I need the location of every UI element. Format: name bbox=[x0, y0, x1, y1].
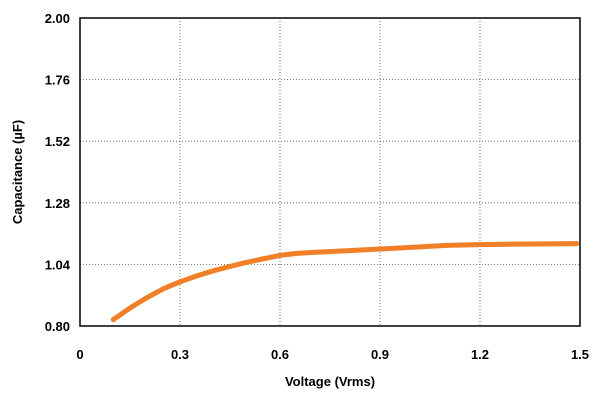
y-tick-label: 1.28 bbox=[45, 196, 70, 211]
data-point bbox=[344, 248, 350, 254]
y-tick-label: 1.76 bbox=[45, 73, 70, 88]
data-point bbox=[127, 305, 133, 311]
data-point bbox=[260, 256, 266, 262]
x-tick-label: 0 bbox=[76, 347, 83, 362]
data-point bbox=[160, 286, 166, 292]
data-point bbox=[444, 242, 450, 248]
data-point bbox=[310, 249, 316, 255]
x-axis-tick-labels: 0 0.3 0.6 0.9 1.2 1.5 bbox=[76, 347, 589, 362]
y-tick-label: 0.80 bbox=[45, 319, 70, 334]
data-point bbox=[574, 241, 580, 247]
x-tick-label: 1.5 bbox=[571, 347, 589, 362]
data-point bbox=[144, 295, 150, 301]
data-point bbox=[277, 252, 283, 258]
y-axis-tick-labels: 0.80 1.04 1.28 1.52 1.76 2.00 bbox=[45, 11, 71, 334]
data-point bbox=[377, 246, 383, 252]
x-tick-label: 0.3 bbox=[171, 347, 189, 362]
data-point bbox=[194, 273, 200, 279]
data-point bbox=[510, 241, 516, 247]
grid-lines bbox=[80, 18, 580, 326]
x-tick-label: 1.2 bbox=[471, 347, 489, 362]
data-point bbox=[294, 250, 300, 256]
data-point bbox=[110, 317, 116, 323]
data-point bbox=[544, 241, 550, 247]
plot-frame bbox=[79, 17, 581, 327]
data-point bbox=[177, 279, 183, 285]
data-point bbox=[477, 242, 483, 248]
y-tick-label: 1.04 bbox=[45, 257, 71, 272]
x-tick-label: 0.6 bbox=[271, 347, 289, 362]
x-tick-label: 0.9 bbox=[371, 347, 389, 362]
series-line bbox=[110, 241, 580, 323]
y-tick-label: 2.00 bbox=[45, 11, 70, 26]
data-point bbox=[410, 244, 416, 250]
data-point bbox=[244, 259, 250, 265]
data-point bbox=[227, 263, 233, 269]
y-axis-title: Capacitance (µF) bbox=[10, 120, 25, 224]
data-point bbox=[210, 268, 216, 274]
x-axis-title: Voltage (Vrms) bbox=[285, 374, 375, 389]
y-tick-label: 1.52 bbox=[45, 134, 70, 149]
series-layer bbox=[110, 241, 580, 323]
